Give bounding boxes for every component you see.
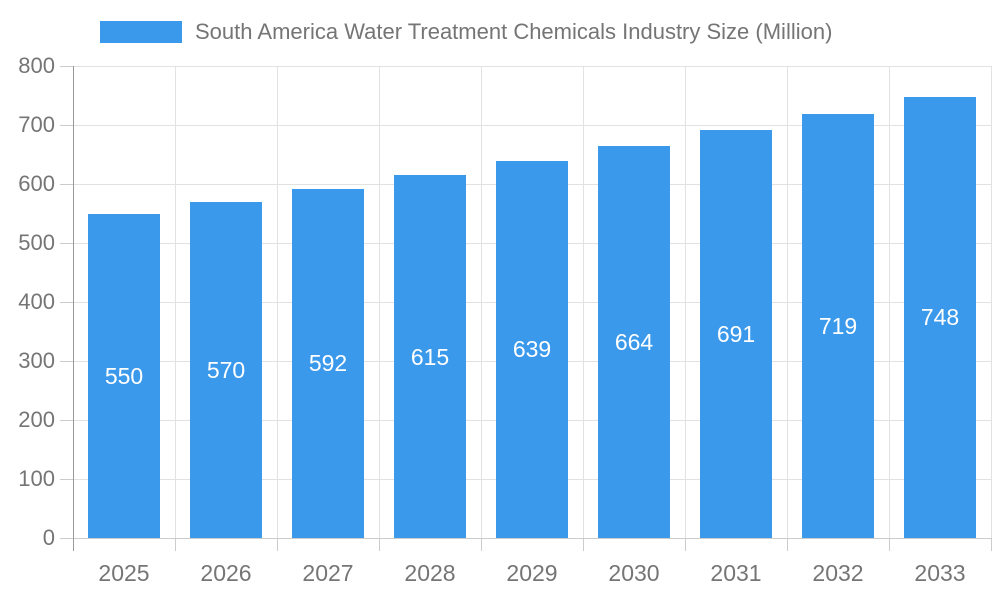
y-tick-label: 0 [42, 525, 55, 550]
x-tick-label: 2031 [710, 560, 762, 586]
y-tick-label: 500 [18, 230, 55, 255]
y-axis-tick [60, 65, 73, 67]
bar-value-label: 570 [206, 356, 246, 383]
x-tick-label: 2030 [608, 560, 660, 586]
x-axis-tick [276, 538, 278, 551]
bar[interactable] [904, 96, 976, 538]
gridline-vertical [276, 66, 278, 538]
gridline-horizontal [73, 124, 991, 126]
legend-swatch-icon [100, 21, 182, 43]
bar-value-label: 719 [818, 312, 858, 339]
bar[interactable] [598, 146, 670, 538]
x-axis-tick [990, 538, 992, 551]
gridline-vertical [684, 66, 686, 538]
y-axis-tick [60, 419, 73, 421]
y-tick-label: 600 [18, 171, 55, 196]
bar-value-label: 664 [614, 329, 654, 356]
bar-value-label: 639 [512, 336, 552, 363]
y-axis-tick [60, 242, 73, 244]
x-axis-tick [378, 538, 380, 551]
x-axis-tick [480, 538, 482, 551]
bar-value-label: 550 [104, 362, 144, 389]
x-axis-tick [888, 538, 890, 551]
x-tick-label: 2028 [404, 560, 456, 586]
gridline-horizontal [73, 65, 991, 67]
gridline-vertical [480, 66, 482, 538]
y-axis-tick [60, 301, 73, 303]
y-axis-line [72, 66, 74, 551]
bar[interactable] [88, 213, 160, 538]
bar[interactable] [802, 113, 874, 538]
chart-legend[interactable]: South America Water Treatment Chemicals … [100, 16, 832, 48]
gridline-vertical [174, 66, 176, 538]
x-tick-label: 2025 [98, 560, 150, 586]
x-tick-label: 2033 [914, 560, 966, 586]
y-axis-tick [60, 183, 73, 185]
y-tick-label: 200 [18, 407, 55, 432]
gridline-vertical [888, 66, 890, 538]
gridline-vertical [582, 66, 584, 538]
y-tick-label: 800 [18, 53, 55, 78]
x-axis-baseline [73, 537, 991, 539]
y-axis-tick [60, 537, 73, 539]
y-axis-tick [60, 124, 73, 126]
bar[interactable] [394, 175, 466, 538]
bar[interactable] [190, 201, 262, 538]
y-tick-label: 700 [18, 112, 55, 137]
gridline-vertical [990, 66, 992, 538]
bar-value-label: 592 [308, 350, 348, 377]
bar-value-label: 615 [410, 343, 450, 370]
x-tick-label: 2026 [200, 560, 252, 586]
y-tick-label: 300 [18, 348, 55, 373]
y-tick-label: 400 [18, 289, 55, 314]
x-tick-label: 2029 [506, 560, 558, 586]
bar[interactable] [700, 130, 772, 538]
gridline-vertical [378, 66, 380, 538]
x-axis-tick [174, 538, 176, 551]
x-tick-label: 2032 [812, 560, 864, 586]
bar-value-label: 691 [716, 321, 756, 348]
gridline-vertical [786, 66, 788, 538]
y-tick-label: 100 [18, 466, 55, 491]
bar-value-label: 748 [920, 304, 960, 331]
bar[interactable] [292, 188, 364, 538]
x-tick-label: 2027 [302, 560, 354, 586]
y-axis-tick [60, 360, 73, 362]
x-axis-tick [684, 538, 686, 551]
x-axis-tick [786, 538, 788, 551]
bar[interactable] [496, 160, 568, 538]
chart-title: South America Water Treatment Chemicals … [195, 19, 833, 44]
x-axis-tick [582, 538, 584, 551]
y-axis-tick [60, 478, 73, 480]
